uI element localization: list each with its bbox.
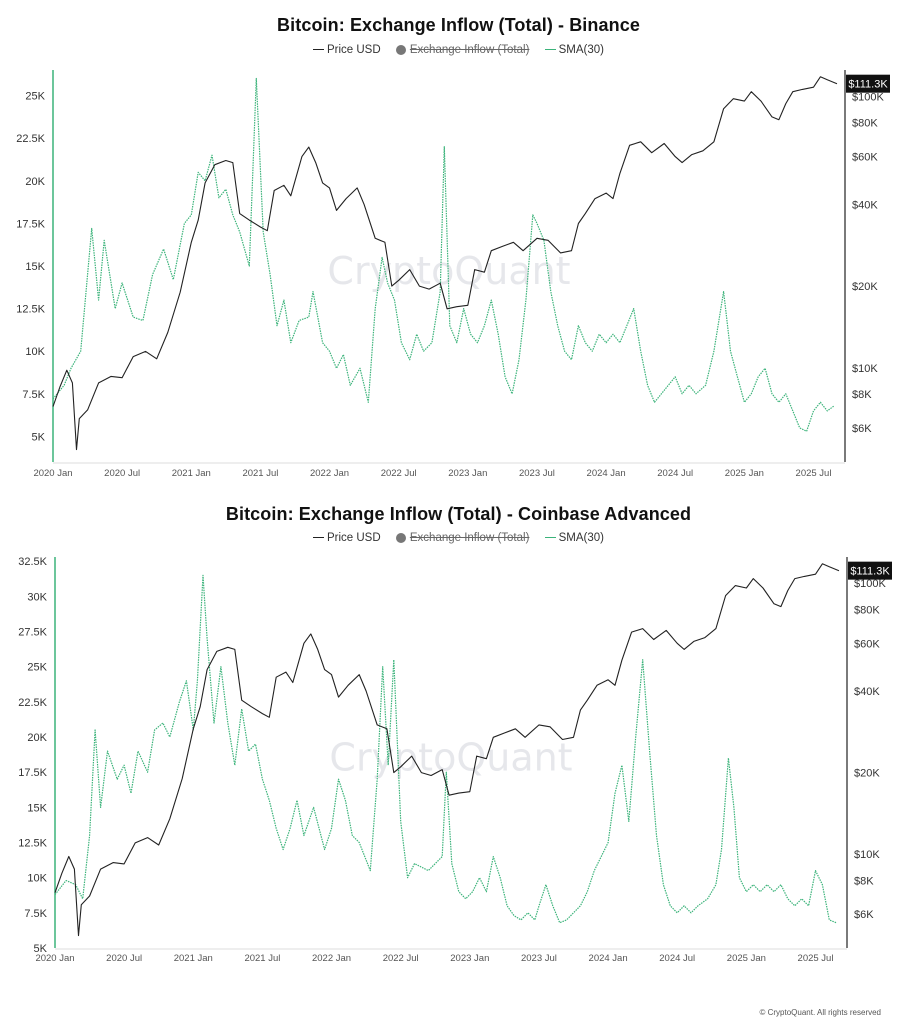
- y-tick-label-left: 17.5K: [16, 218, 45, 230]
- y-tick-label-left: 30K: [27, 591, 47, 603]
- chart-title: Bitcoin: Exchange Inflow (Total) - Coinb…: [225, 504, 692, 524]
- chart-svg-binance: CryptoQuant5K7.5K10K12.5K15K17.5K20K22.5…: [16, 70, 890, 479]
- price-badge: $111.3K: [848, 79, 888, 91]
- legend-label: Exchange Inflow (Total): [409, 532, 530, 544]
- chart-legend: Price USD Exchange Inflow (Total) SMA(30…: [0, 532, 917, 544]
- y-tick-label-right: $8K: [854, 875, 874, 887]
- legend-item-sma[interactable]: SMA(30): [544, 532, 604, 544]
- sma30-series-line: [54, 574, 837, 924]
- y-tick-label-left: 17.5K: [18, 767, 47, 779]
- x-tick-label: 2021 Jan: [172, 468, 211, 479]
- y-tick-label-left: 20K: [27, 732, 47, 744]
- y-tick-label-left: 15K: [25, 261, 45, 273]
- watermark-text: CryptoQuant: [329, 736, 572, 780]
- y-tick-label-left: 10K: [27, 873, 47, 885]
- y-tick-label-right: $40K: [854, 686, 880, 698]
- x-tick-label: 2021 Jul: [244, 953, 280, 964]
- x-tick-label: 2024 Jan: [589, 953, 628, 964]
- x-tick-label: 2020 Jul: [104, 468, 140, 479]
- legend-label: Exchange Inflow (Total): [409, 44, 530, 56]
- x-tick-label: 2025 Jan: [727, 953, 766, 964]
- y-tick-label-right: $40K: [852, 199, 878, 211]
- x-tick-label: 2022 Jul: [381, 468, 417, 479]
- y-tick-label-right: $10K: [852, 363, 878, 375]
- x-tick-label: 2023 Jan: [450, 953, 489, 964]
- copyright-note: © CryptoQuant. All rights reserved: [759, 1008, 882, 1017]
- x-tick-label: 2022 Jan: [312, 953, 351, 964]
- y-tick-label-right: $10K: [854, 849, 880, 861]
- y-tick-label-right: $20K: [852, 281, 878, 293]
- dot-swatch-icon: [395, 532, 406, 543]
- price-badge: $111.3K: [850, 566, 890, 578]
- x-tick-label: 2021 Jan: [174, 953, 213, 964]
- line-swatch-icon: [312, 537, 324, 539]
- y-tick-label-left: 32.5K: [18, 556, 47, 568]
- y-tick-label-left: 10K: [25, 346, 45, 358]
- price-series-line: [54, 563, 840, 937]
- y-tick-label-right: $6K: [854, 909, 874, 921]
- x-tick-label: 2023 Jan: [448, 468, 487, 479]
- y-tick-label-left: 15K: [27, 802, 47, 814]
- price-series-line: [52, 76, 838, 451]
- legend-item-price[interactable]: Price USD: [312, 532, 381, 544]
- chart-panel-coinbase: CryptoQuant 5K 7.5K 10K 12.5K 15K 17.5K 20K 22.5…: [0, 495, 917, 1024]
- legend-item-sma[interactable]: SMA(30): [544, 44, 604, 56]
- chart-panel-binance: CryptoQuant 5K 7.5K 10K 12.5K 15K 17.5K 20K 22.5…: [0, 0, 917, 495]
- x-tick-label: 2022 Jul: [383, 953, 419, 964]
- y-tick-label-left: 20K: [25, 176, 45, 188]
- y-tick-label-right: $100K: [852, 91, 884, 103]
- y-tick-label-right: $20K: [854, 768, 880, 780]
- y-tick-label-left: 7.5K: [24, 908, 47, 920]
- y-tick-label-left: 12.5K: [18, 838, 47, 850]
- x-tick-label: 2024 Jul: [657, 468, 693, 479]
- y-tick-label-left: 5K: [32, 431, 46, 443]
- chart-title: Bitcoin: Exchange Inflow (Total) - Binan…: [277, 15, 640, 35]
- chart-legend: Price USD Exchange Inflow (Total) SMA(30…: [0, 44, 917, 56]
- y-tick-label-left: 22.5K: [18, 697, 47, 709]
- y-tick-label-right: $80K: [852, 118, 878, 130]
- legend-label: Price USD: [326, 44, 381, 56]
- y-tick-label-left: 22.5K: [16, 133, 45, 145]
- y-tick-label-left: 7.5K: [22, 389, 45, 401]
- y-tick-label-right: $8K: [852, 389, 872, 401]
- legend-label: SMA(30): [558, 532, 604, 544]
- y-tick-label-right: $100K: [854, 578, 886, 590]
- y-tick-label-left: 25K: [25, 91, 45, 103]
- x-tick-label: 2023 Jul: [521, 953, 557, 964]
- line-swatch-icon: [312, 49, 324, 51]
- legend-label: SMA(30): [558, 44, 604, 56]
- x-tick-label: 2024 Jul: [659, 953, 695, 964]
- x-tick-label: 2020 Jan: [33, 468, 72, 479]
- legend-item-price[interactable]: Price USD: [312, 44, 381, 56]
- x-tick-label: 2025 Jan: [725, 468, 764, 479]
- x-tick-label: 2025 Jul: [798, 953, 834, 964]
- x-tick-label: 2021 Jul: [242, 468, 278, 479]
- y-tick-label-right: $60K: [854, 638, 880, 650]
- x-tick-label: 2023 Jul: [519, 468, 555, 479]
- y-tick-label-left: 12.5K: [16, 304, 45, 316]
- legend-label: Price USD: [326, 532, 381, 544]
- x-tick-label: 2020 Jan: [35, 953, 74, 964]
- x-tick-label: 2022 Jan: [310, 468, 349, 479]
- y-tick-label-right: $60K: [852, 152, 878, 164]
- legend-item-inflow[interactable]: Exchange Inflow (Total): [395, 44, 530, 56]
- line-swatch-icon: [544, 49, 556, 51]
- y-tick-label-left: 5K: [34, 943, 48, 955]
- sma30-series-line: [52, 77, 835, 432]
- y-tick-label-left: 27.5K: [18, 627, 47, 639]
- x-tick-label: 2020 Jul: [106, 953, 142, 964]
- chart-svg-coinbase: CryptoQuant 5K 7.5K 10K 12.5K 15K 17.5K 20K 22.5…: [18, 556, 892, 964]
- y-tick-label-right: $6K: [852, 423, 872, 435]
- legend-item-inflow[interactable]: Exchange Inflow (Total): [395, 532, 530, 544]
- y-tick-label-left: 25K: [27, 662, 47, 674]
- x-tick-label: 2025 Jul: [796, 468, 832, 479]
- price-badge-bg: [846, 74, 890, 93]
- x-tick-label: 2024 Jan: [587, 468, 626, 479]
- line-swatch-icon: [544, 537, 556, 539]
- price-badge-bg: [848, 561, 892, 580]
- y-tick-label-right: $80K: [854, 604, 880, 616]
- dot-swatch-icon: [395, 44, 406, 55]
